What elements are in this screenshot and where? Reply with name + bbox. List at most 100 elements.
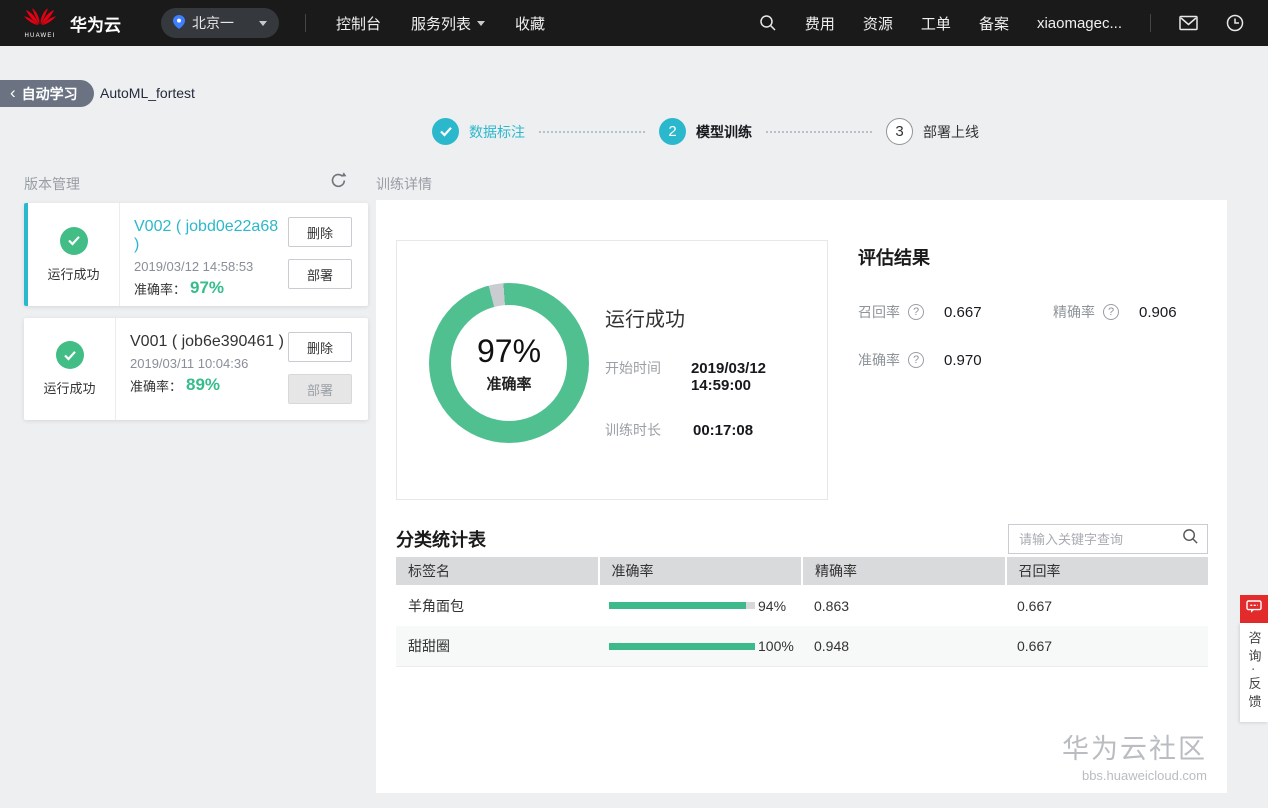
row1-progress-bar <box>609 602 755 609</box>
community-watermark: 华为云社区 bbs.huaweicloud.com <box>1062 727 1207 783</box>
mail-icon[interactable] <box>1179 15 1198 31</box>
feedback-widget: 咨询·反馈 <box>1240 595 1268 723</box>
step-deployment[interactable]: 3 部署上线 <box>886 118 979 145</box>
v002-delete-button[interactable]: 删除 <box>288 217 352 247</box>
run-summary-card: 97% 准确率 运行成功 开始时间 2019/03/12 14:59:00 训练… <box>396 240 828 500</box>
step1-check-icon <box>432 118 459 145</box>
nav-item-service-list-label: 服务列表 <box>411 15 472 33</box>
region-selector[interactable]: 北京一 <box>161 8 279 38</box>
row2-label: 甜甜圈 <box>408 638 450 654</box>
clock-icon[interactable] <box>1226 14 1244 32</box>
step3-number: 3 <box>886 118 913 145</box>
search-icon[interactable] <box>759 14 777 32</box>
step3-label: 部署上线 <box>923 123 979 140</box>
row2-progress-bar <box>609 642 755 650</box>
table-row-donut[interactable]: 甜甜圈 100% 0.948 0.667 <box>396 626 1208 667</box>
run-start-row: 开始时间 2019/03/12 14:59:00 <box>605 358 827 394</box>
huawei-logo[interactable]: HUAWEI <box>24 7 56 39</box>
accuracy-value: 0.970 <box>944 351 982 369</box>
v001-accuracy: 准确率： 89% <box>130 375 286 395</box>
v001-accuracy-label: 准确率： <box>130 378 183 394</box>
navbar-right: 费用 资源 工单 备案 xiaomagec... <box>759 13 1244 34</box>
feedback-consult-button[interactable]: 咨询·反馈 <box>1240 623 1268 723</box>
run-start-value: 2019/03/12 14:59:00 <box>690 360 767 394</box>
username[interactable]: xiaomagec... <box>1036 14 1122 32</box>
training-detail-title: 训练详情 <box>376 176 432 192</box>
keyword-search-input[interactable] <box>1019 531 1182 547</box>
v001-delete-button[interactable]: 删除 <box>288 332 352 362</box>
row1-accuracy-text: 94% <box>758 597 787 614</box>
huawei-flower-icon <box>24 7 56 32</box>
navbar-left: HUAWEI 华为云 北京一 控制台 服务列表 收藏 <box>24 7 546 39</box>
brand-huaweicloud[interactable]: 华为云 <box>70 15 121 35</box>
metric-recall: 召回率 ? 0.667 <box>858 302 1053 322</box>
version-card-v001[interactable]: 运行成功 V001 ( job6e390461 ) 2019/03/11 10:… <box>24 318 368 420</box>
stepper-connector <box>766 130 872 133</box>
chevron-left-icon: ‹ <box>10 83 16 102</box>
nav-item-console[interactable]: 控制台 <box>336 15 382 33</box>
success-check-icon <box>55 341 84 369</box>
chevron-down-icon <box>259 20 267 26</box>
v002-deploy-button[interactable]: 部署 <box>288 259 352 289</box>
donut-percent: 97% <box>476 332 542 369</box>
location-pin-icon <box>173 14 185 32</box>
workflow-stepper: 数据标注 2 模型训练 3 部署上线 <box>432 118 979 145</box>
version-panel-title: 版本管理 <box>24 176 80 192</box>
success-check-icon <box>59 226 88 255</box>
v002-status: 运行成功 <box>28 203 120 306</box>
table-row-croissant[interactable]: 羊角面包 94% 0.863 0.667 <box>396 585 1208 626</box>
donut-center: 97% 准确率 <box>451 305 567 421</box>
project-name: AutoML_fortest <box>100 85 195 101</box>
run-info: 运行成功 开始时间 2019/03/12 14:59:00 训练时长 00:17… <box>605 303 827 440</box>
step1-label: 数据标注 <box>469 123 525 140</box>
step-model-training[interactable]: 2 模型训练 <box>659 118 752 145</box>
header-label-name: 标签名 <box>396 557 598 585</box>
v002-status-label: 运行成功 <box>47 266 100 282</box>
refresh-icon[interactable] <box>329 171 348 195</box>
navbar-divider <box>1150 14 1151 32</box>
step-data-labeling[interactable]: 数据标注 <box>432 118 525 145</box>
step2-label: 模型训练 <box>696 123 752 140</box>
training-detail-panel: 97% 准确率 运行成功 开始时间 2019/03/12 14:59:00 训练… <box>376 200 1227 793</box>
nav-item-favorites[interactable]: 收藏 <box>515 15 546 33</box>
header-recall: 召回率 <box>1006 557 1208 585</box>
nav-item-service-list[interactable]: 服务列表 <box>411 13 486 34</box>
nav-item-resources[interactable]: 资源 <box>862 15 893 33</box>
top-navbar: HUAWEI 华为云 北京一 控制台 服务列表 收藏 <box>0 0 1268 46</box>
back-to-automl-button[interactable]: ‹ 自动学习 <box>0 80 94 107</box>
donut-hole <box>451 305 567 421</box>
stepper-connector <box>539 130 645 133</box>
stats-table-title: 分类统计表 <box>396 530 486 550</box>
search-icon[interactable] <box>1182 528 1199 550</box>
nav-item-tickets[interactable]: 工单 <box>920 15 951 33</box>
accuracy-label: 准确率 <box>858 352 900 368</box>
row2-recall: 0.667 <box>1017 638 1053 654</box>
v002-date: 2019/03/12 14:58:53 <box>134 259 254 274</box>
v001-name[interactable]: V001 ( job6e390461 ) <box>130 333 284 350</box>
help-icon[interactable]: ? <box>1103 304 1119 320</box>
nav-item-icp[interactable]: 备案 <box>978 15 1009 33</box>
row1-recall: 0.667 <box>1017 597 1053 614</box>
run-start-label: 开始时间 <box>605 360 661 376</box>
version-card-v002[interactable]: 运行成功 V002 ( jobd0e22a68 ) 2019/03/12 14:… <box>24 203 368 306</box>
recall-label: 召回率 <box>858 304 900 320</box>
nav-item-billing[interactable]: 费用 <box>804 15 835 33</box>
row2-accuracy-cell: 100% <box>599 638 802 654</box>
v001-date: 2019/03/11 10:04:36 <box>130 356 249 371</box>
feedback-vertical-label: 咨询·反馈 <box>1246 631 1262 713</box>
v002-actions: 删除 部署 <box>286 203 368 306</box>
v001-deploy-button-disabled: 部署 <box>288 374 352 404</box>
v002-info: V002 ( jobd0e22a68 ) 2019/03/12 14:58:53… <box>120 203 286 306</box>
row1-precision: 0.863 <box>814 597 850 614</box>
feedback-chat-button[interactable] <box>1240 595 1268 623</box>
v002-name[interactable]: V002 ( jobd0e22a68 ) <box>134 218 279 253</box>
help-icon[interactable]: ? <box>908 352 924 368</box>
v001-info: V001 ( job6e390461 ) 2019/03/11 10:04:36… <box>116 318 286 420</box>
stats-table: 标签名 准确率 精确率 召回率 羊角面包 94% 0.863 0.667 甜甜圈 <box>396 557 1208 667</box>
keyword-search-box[interactable] <box>1008 524 1208 554</box>
watermark-url: bbs.huaweicloud.com <box>1081 768 1207 783</box>
donut-label: 准确率 <box>486 375 532 393</box>
help-icon[interactable]: ? <box>908 304 924 320</box>
run-duration-label: 训练时长 <box>605 422 661 438</box>
